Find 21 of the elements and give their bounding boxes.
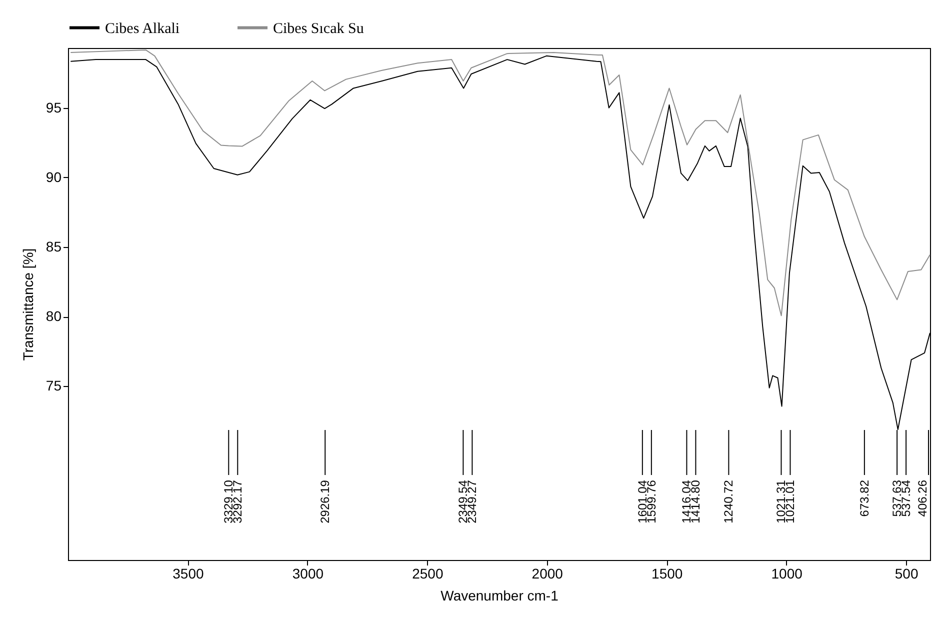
x-axis-title: Wavenumber cm-1 [440, 588, 559, 604]
x-tick-label: 3000 [292, 566, 324, 582]
x-tick-label: 2500 [412, 566, 444, 582]
y-tick-label: 90 [46, 168, 62, 185]
y-tick-label: 75 [46, 378, 62, 394]
x-tick-label: 500 [894, 566, 918, 582]
y-tick-label: 80 [46, 308, 62, 324]
annotation: 406.26 [916, 480, 930, 517]
x-tick-label: 3500 [172, 566, 204, 582]
annotation: 1240.72 [722, 480, 736, 524]
y-axis-title: Transmittance [%] [20, 248, 36, 361]
legend-label: Cibes Sıcak Su [273, 20, 364, 37]
x-tick-label: 2000 [532, 566, 564, 582]
legend-label: Cibes Alkali [105, 20, 180, 37]
y-tick-label: 95 [46, 99, 62, 116]
x-tick-label: 1000 [771, 566, 803, 582]
y-tick-label: 85 [46, 238, 62, 254]
line-series [70, 49, 930, 316]
annotation: 673.82 [857, 480, 872, 517]
annotation: 2926.19 [318, 480, 332, 524]
x-tick-label: 1500 [652, 566, 683, 582]
